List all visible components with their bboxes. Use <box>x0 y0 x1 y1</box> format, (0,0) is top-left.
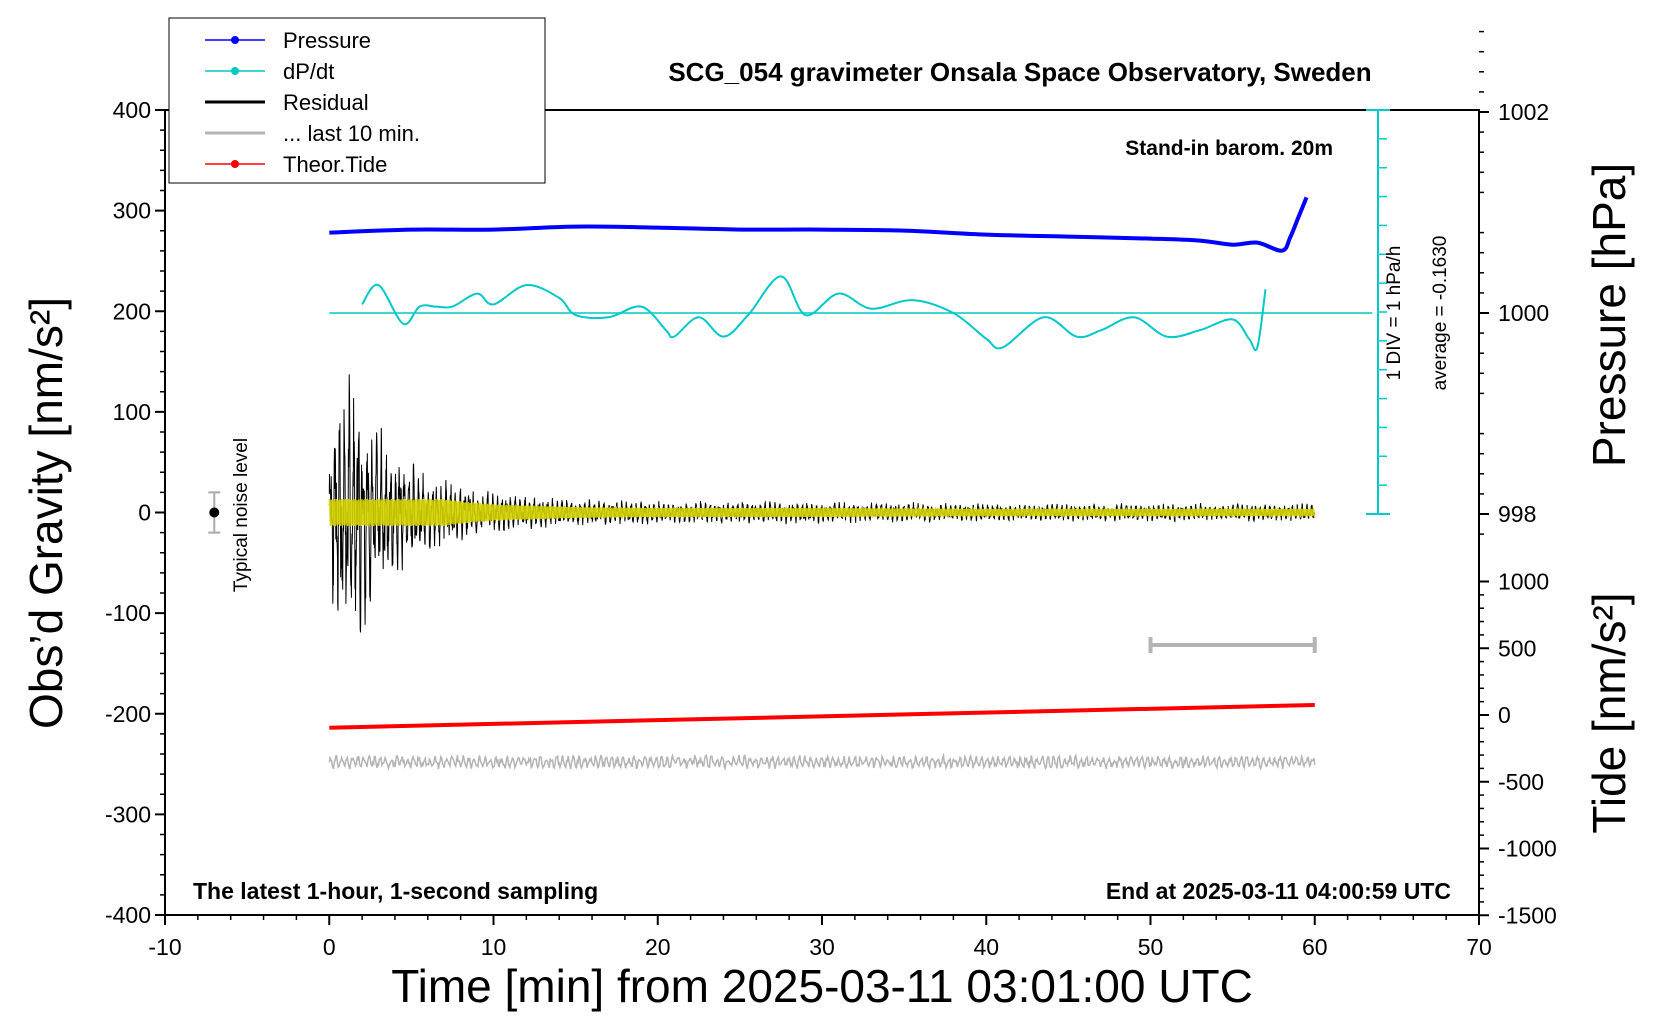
tide-tick-label: -1000 <box>1498 836 1557 862</box>
legend-label: Theor.Tide <box>283 152 387 177</box>
dpdt-scale-label: 1 DIV = 1 hPa/h <box>1384 246 1405 381</box>
tide-axis-label: Tide [nm/s²] <box>1583 592 1635 833</box>
tide-axis-ticks: 1000 500 0 -500 -1000 -1500 <box>1479 569 1557 928</box>
tide-tick-label: 500 <box>1498 635 1536 661</box>
x-tick-label: 70 <box>1466 934 1492 960</box>
noise-point <box>209 507 220 518</box>
pressure-tick-label: 1000 <box>1498 300 1549 326</box>
x-tick-label: 10 <box>481 934 507 960</box>
x-tick-label: 0 <box>323 934 336 960</box>
x-tick-label: 50 <box>1138 934 1164 960</box>
legend-label: Residual <box>283 90 369 115</box>
theor-tide-line <box>329 703 1315 730</box>
x-tick-label: 20 <box>645 934 671 960</box>
y-tick-label: -300 <box>105 801 151 827</box>
bottom-left-note: The latest 1-hour, 1-second sampling <box>193 878 598 904</box>
noise-level-label: Typical noise level <box>231 438 252 592</box>
y-tick-label: 200 <box>113 298 151 324</box>
chart-title: SCG_054 gravimeter Onsala Space Observat… <box>668 57 1371 87</box>
y-tick-label: 400 <box>113 97 151 123</box>
x-tick-label: -10 <box>148 934 181 960</box>
legend-label: Pressure <box>283 28 371 53</box>
y-tick-label: -400 <box>105 902 151 928</box>
legend-marker <box>231 160 239 168</box>
x-axis-ticks: -10 0 10 20 30 40 50 60 70 <box>148 915 1492 960</box>
pressure-axis-ticks: 1002 1000 998 <box>1479 30 1549 535</box>
y-tick-label: 0 <box>138 500 151 526</box>
tide-tick-label: 0 <box>1498 702 1511 728</box>
bottom-right-note: End at 2025-03-11 04:00:59 UTC <box>1106 878 1451 904</box>
legend-marker <box>231 67 239 75</box>
left-y-axis-label: Obs’d Gravity [nm/s²] <box>20 297 72 729</box>
tide-tick-label: 1000 <box>1498 569 1549 595</box>
x-tick-label: 40 <box>973 934 999 960</box>
pressure-tick-label: 998 <box>1498 501 1536 527</box>
left-y-axis-ticks: 400 300 200 100 0 -100 -200 -300 -400 <box>105 97 165 928</box>
y-tick-label: 300 <box>113 198 151 224</box>
station-note: Stand-in barom. 20m <box>1125 137 1333 160</box>
pressure-axis-label: Pressure [hPa] <box>1583 163 1635 467</box>
tide-tick-label: -1500 <box>1498 902 1557 928</box>
dpdt-scale-bar <box>1366 109 1390 515</box>
tide-tick-label: -500 <box>1498 769 1544 795</box>
legend-label: ... last 10 min. <box>283 121 420 146</box>
x-axis-label: Time [min] from 2025-03-11 03:01:00 UTC <box>391 960 1253 1012</box>
x-tick-label: 60 <box>1302 934 1328 960</box>
dpdt-average-label: average = -0.1630 <box>1430 236 1451 391</box>
y-tick-label: -100 <box>105 600 151 626</box>
series-layer <box>208 196 1373 772</box>
y-tick-label: -200 <box>105 701 151 727</box>
y-tick-label: 100 <box>113 399 151 425</box>
pressure-line <box>329 196 1309 253</box>
residual-filtered-line <box>328 498 1316 527</box>
pressure-tick-label: 1002 <box>1498 99 1549 125</box>
legend-label: dP/dt <box>283 59 334 84</box>
legend-marker <box>231 36 239 44</box>
dpdt-line <box>361 275 1267 352</box>
last-10-min-trace <box>328 752 1316 772</box>
x-tick-label: 30 <box>809 934 835 960</box>
legend: Pressure dP/dt Residual ... last 10 min. The… <box>168 17 546 184</box>
